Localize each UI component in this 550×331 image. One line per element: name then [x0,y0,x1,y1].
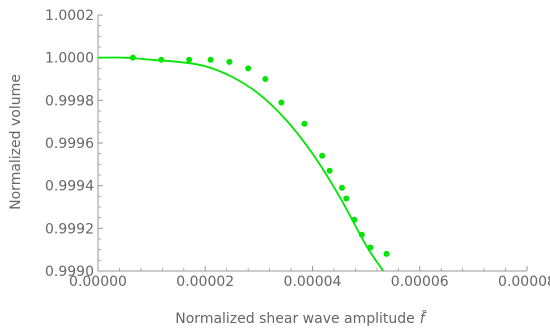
data-point [319,152,326,159]
data-point [301,120,308,127]
y-tick-label: 1.0002 [45,8,94,24]
ticks: 0.00000 0.00002 0.00004 0.00006 0.00008 0.999… [45,8,550,290]
x-axis-label: Normalized shear wave amplitude f̂ [175,310,427,327]
y-tick-label: 1.0000 [45,51,94,67]
y-tick-label: 0.9990 [45,264,94,280]
y-tick-label: 0.9996 [45,136,94,152]
data-point [245,65,252,72]
data-point [278,99,285,106]
data-point [383,250,390,257]
data-point [338,184,345,191]
data-point [326,167,333,174]
x-tick-label: 0.00000 [69,274,127,290]
x-tick-label: 0.00004 [284,274,342,290]
y-tick-label: 0.9998 [45,93,94,109]
data-point [343,195,350,202]
y-tick-label: 0.9992 [45,221,94,237]
data-point [262,76,269,82]
x-tick-label: 0.00008 [498,274,550,290]
x-tick-label: 0.00002 [176,274,234,290]
x-axis-label-text: Normalized shear wave amplitude [175,311,415,327]
x-axis-symbol: f̂ [420,310,427,327]
fit-curve [98,56,385,271]
x-tick-label: 0.00006 [391,274,449,290]
y-tick-label: 0.9994 [45,179,94,195]
data-point [186,56,193,63]
data-point [207,56,214,63]
y-axis-label: Normalized volume [8,74,24,210]
axes [97,15,527,272]
plot-area [98,54,390,271]
data-point [226,58,233,65]
